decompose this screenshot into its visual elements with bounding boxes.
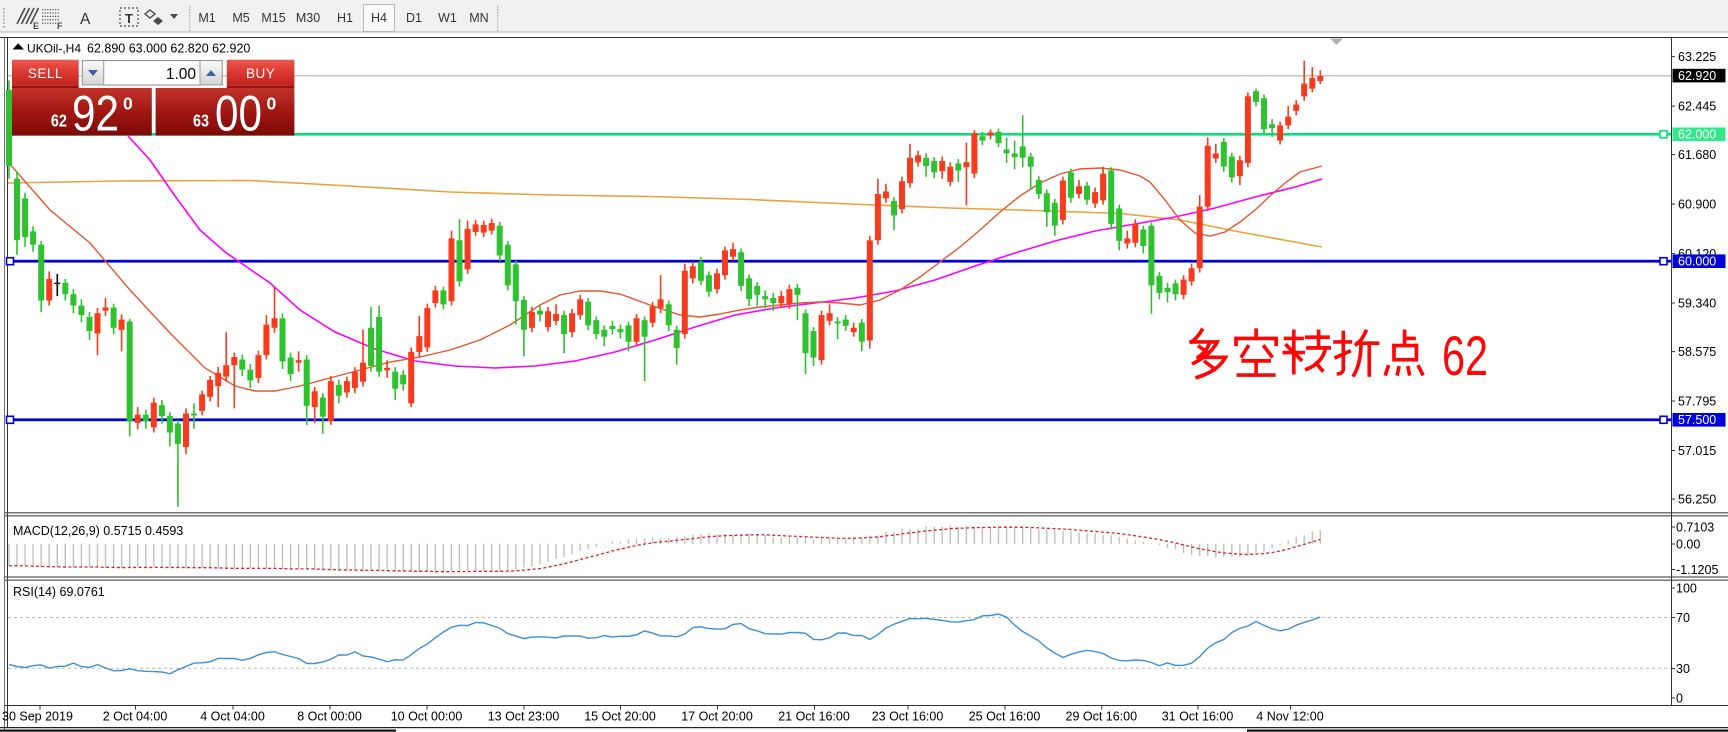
svg-text:59.340: 59.340 bbox=[1678, 296, 1716, 310]
svg-text:30 Sep 2019: 30 Sep 2019 bbox=[2, 710, 73, 724]
svg-text:H4: H4 bbox=[371, 11, 387, 25]
svg-text:31 Oct 16:00: 31 Oct 16:00 bbox=[1162, 710, 1234, 724]
svg-text:25 Oct 16:00: 25 Oct 16:00 bbox=[969, 710, 1041, 724]
svg-text:15 Oct 20:00: 15 Oct 20:00 bbox=[584, 710, 656, 724]
svg-text:M5: M5 bbox=[232, 11, 249, 25]
svg-text:2 Oct 04:00: 2 Oct 04:00 bbox=[103, 710, 168, 724]
svg-text:62.445: 62.445 bbox=[1678, 99, 1716, 113]
svg-text:62.000: 62.000 bbox=[1678, 128, 1716, 142]
svg-text:M15: M15 bbox=[261, 11, 285, 25]
svg-text:0: 0 bbox=[1676, 691, 1683, 705]
svg-text:4 Nov 12:00: 4 Nov 12:00 bbox=[1256, 710, 1323, 724]
svg-text:00: 00 bbox=[215, 86, 262, 142]
svg-text:BUY: BUY bbox=[246, 66, 275, 81]
svg-text:SELL: SELL bbox=[28, 66, 63, 81]
svg-text:62.920: 62.920 bbox=[1678, 69, 1716, 83]
svg-text:60.000: 60.000 bbox=[1678, 255, 1716, 269]
svg-text:10 Oct 00:00: 10 Oct 00:00 bbox=[391, 710, 463, 724]
svg-text:E: E bbox=[33, 21, 39, 31]
svg-text:H1: H1 bbox=[337, 11, 353, 25]
svg-text:0.00: 0.00 bbox=[1676, 537, 1700, 551]
svg-text:60.900: 60.900 bbox=[1678, 197, 1716, 211]
svg-text:-1.1205: -1.1205 bbox=[1676, 563, 1718, 577]
svg-text:63.225: 63.225 bbox=[1678, 50, 1716, 64]
svg-text:A: A bbox=[80, 11, 91, 28]
svg-text:21 Oct 16:00: 21 Oct 16:00 bbox=[778, 710, 850, 724]
svg-text:63: 63 bbox=[193, 111, 209, 131]
svg-text:70: 70 bbox=[1676, 611, 1690, 625]
svg-text:56.250: 56.250 bbox=[1678, 492, 1716, 506]
svg-text:57.500: 57.500 bbox=[1678, 413, 1716, 427]
svg-text:57.795: 57.795 bbox=[1678, 394, 1716, 408]
svg-text:17 Oct 20:00: 17 Oct 20:00 bbox=[681, 710, 753, 724]
svg-text:57.015: 57.015 bbox=[1678, 444, 1716, 458]
svg-text:M30: M30 bbox=[296, 11, 320, 25]
svg-text:UKOil-,H4: UKOil-,H4 bbox=[27, 42, 81, 56]
svg-text:0.7103: 0.7103 bbox=[1676, 520, 1714, 534]
svg-text:30: 30 bbox=[1676, 662, 1690, 676]
svg-text:W1: W1 bbox=[438, 11, 457, 25]
svg-text:62: 62 bbox=[51, 111, 67, 131]
svg-text:M1: M1 bbox=[198, 11, 215, 25]
svg-text:1.00: 1.00 bbox=[166, 66, 197, 83]
svg-text:T: T bbox=[125, 11, 133, 26]
svg-text:58.575: 58.575 bbox=[1678, 345, 1716, 359]
svg-text:MN: MN bbox=[469, 11, 488, 25]
svg-text:23 Oct 16:00: 23 Oct 16:00 bbox=[872, 710, 944, 724]
svg-text:61.680: 61.680 bbox=[1678, 148, 1716, 162]
svg-text:29 Oct 16:00: 29 Oct 16:00 bbox=[1066, 710, 1138, 724]
svg-text:100: 100 bbox=[1676, 581, 1697, 595]
svg-text:0: 0 bbox=[267, 94, 277, 114]
svg-text:92: 92 bbox=[72, 86, 119, 142]
svg-text:F: F bbox=[57, 21, 63, 31]
svg-text:D1: D1 bbox=[406, 11, 422, 25]
svg-text:13 Oct 23:00: 13 Oct 23:00 bbox=[488, 710, 560, 724]
svg-text:62: 62 bbox=[1442, 324, 1488, 387]
svg-text:RSI(14) 69.0761: RSI(14) 69.0761 bbox=[13, 585, 105, 599]
svg-text:8 Oct 00:00: 8 Oct 00:00 bbox=[297, 710, 362, 724]
svg-text:4 Oct 04:00: 4 Oct 04:00 bbox=[200, 710, 265, 724]
svg-text:62.890 63.000 62.820 62.920: 62.890 63.000 62.820 62.920 bbox=[87, 42, 250, 56]
svg-text:MACD(12,26,9) 0.5715 0.4593: MACD(12,26,9) 0.5715 0.4593 bbox=[13, 524, 183, 538]
svg-text:0: 0 bbox=[123, 94, 133, 114]
